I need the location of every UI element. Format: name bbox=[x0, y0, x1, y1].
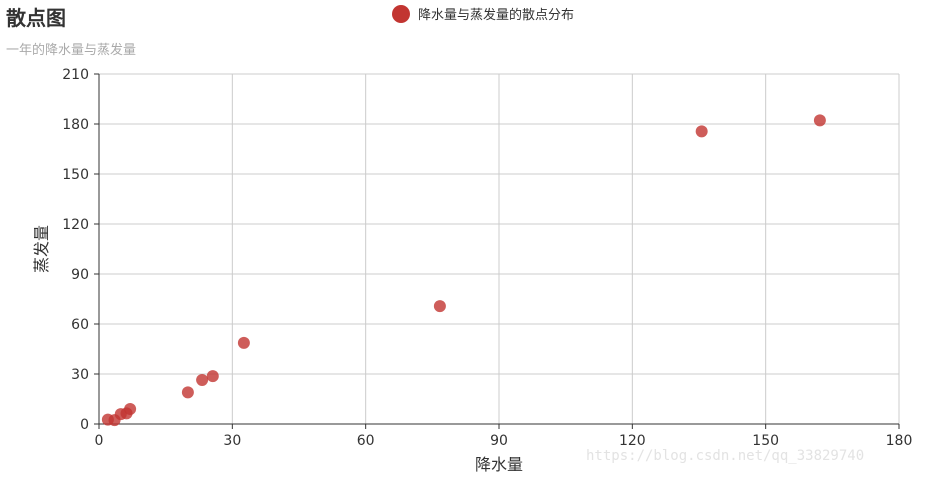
x-axis-label: 降水量 bbox=[475, 455, 523, 474]
legend-marker-icon[interactable] bbox=[392, 4, 410, 23]
y-tick-label: 60 bbox=[71, 317, 89, 333]
axes bbox=[94, 73, 900, 429]
x-tick-label: 60 bbox=[357, 433, 375, 449]
scatter-point bbox=[181, 386, 194, 399]
y-tick-label: 90 bbox=[71, 267, 89, 283]
scatter-point bbox=[433, 300, 446, 313]
y-tick-label: 180 bbox=[62, 117, 89, 133]
x-tick-label: 90 bbox=[490, 433, 508, 449]
scatter-point bbox=[237, 336, 250, 349]
x-tick-label: 0 bbox=[95, 433, 104, 449]
legend-label[interactable]: 降水量与蒸发量的散点分布 bbox=[418, 8, 575, 23]
y-tick-label: 0 bbox=[80, 417, 89, 433]
tick-labels: 0 30 60 90 120 150 180 0 30 60 90 120 150 180 210 bbox=[62, 67, 912, 449]
scatter-point bbox=[813, 114, 826, 127]
grid-lines bbox=[99, 73, 900, 424]
y-tick-label: 120 bbox=[62, 217, 89, 233]
y-axis-label: 蒸发量 bbox=[32, 225, 51, 273]
scatter-point bbox=[206, 370, 219, 383]
y-tick-label: 150 bbox=[62, 167, 89, 183]
legend[interactable]: 降水量与蒸发量的散点分布 bbox=[392, 4, 574, 23]
chart-subtitle: 一年的降水量与蒸发量 bbox=[6, 43, 137, 58]
watermark: https://blog.csdn.net/qq_33829740 bbox=[586, 448, 865, 464]
chart-title: 散点图 bbox=[6, 6, 66, 30]
x-tick-label: 180 bbox=[886, 433, 913, 449]
scatter-point bbox=[695, 125, 708, 138]
x-tick-label: 120 bbox=[619, 433, 646, 449]
x-tick-label: 30 bbox=[223, 433, 241, 449]
x-tick-label: 150 bbox=[752, 433, 779, 449]
scatter-point bbox=[196, 374, 209, 386]
y-tick-label: 30 bbox=[71, 367, 89, 383]
data-points bbox=[101, 114, 826, 427]
scatter-point bbox=[124, 403, 137, 415]
y-tick-label: 210 bbox=[62, 67, 89, 83]
